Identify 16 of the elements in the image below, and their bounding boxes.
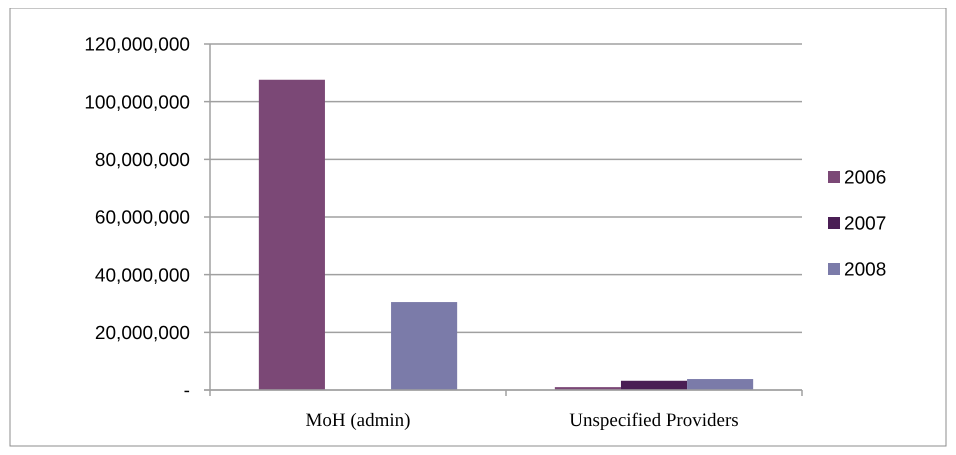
legend-label: 2008 [844, 260, 886, 281]
y-tick-label: 20,000,000 [94, 322, 190, 344]
bar [391, 302, 458, 390]
y-tick-label: 40,000,000 [94, 265, 190, 286]
x-tick-label: MoH (admin) [305, 410, 411, 431]
x-tick-label: Unspecified Providers [569, 410, 739, 431]
legend-label: 2007 [844, 214, 886, 235]
y-tick-label: 80,000,000 [94, 150, 190, 171]
y-tick-label: 100,000,000 [84, 92, 190, 114]
bar [687, 379, 754, 390]
y-tick-label: - [184, 380, 190, 402]
y-tick-label: 60,000,000 [94, 208, 190, 229]
bar [620, 380, 688, 390]
legend-label: 2006 [844, 168, 886, 189]
bar [258, 80, 325, 390]
y-tick-label: 120,000,000 [84, 34, 190, 56]
